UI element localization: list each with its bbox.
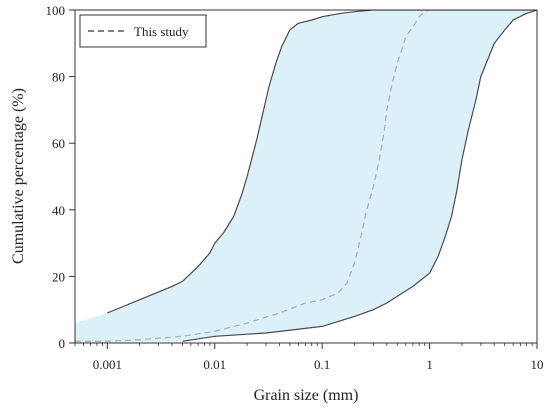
legend-label-this-study: This study: [134, 24, 189, 39]
series-line-this-study: [75, 10, 430, 342]
legend: This study: [79, 14, 207, 48]
x-tick-label: 0.01: [203, 357, 226, 372]
y-tick-label: 0: [59, 336, 66, 351]
lower-bound-line: [182, 10, 537, 342]
y-axis-label: Cumulative percentage (%): [10, 88, 27, 264]
x-tick-label: 10: [531, 357, 544, 372]
upper-bound-line: [107, 10, 537, 314]
x-axis-label: Grain size (mm): [254, 387, 359, 404]
x-tick-label: 0.001: [93, 357, 122, 372]
y-tick-label: 100: [46, 3, 66, 18]
y-tick-label: 40: [52, 203, 65, 218]
y-tick-label: 60: [52, 136, 65, 151]
y-tick-label: 80: [52, 70, 65, 85]
x-tick-label: 1: [426, 357, 433, 372]
y-tick-label: 20: [52, 269, 65, 284]
plot-area: [74, 9, 538, 344]
x-tick-label: 0.1: [314, 357, 330, 372]
envelope-band: [75, 10, 537, 343]
plot-frame: [74, 9, 538, 344]
